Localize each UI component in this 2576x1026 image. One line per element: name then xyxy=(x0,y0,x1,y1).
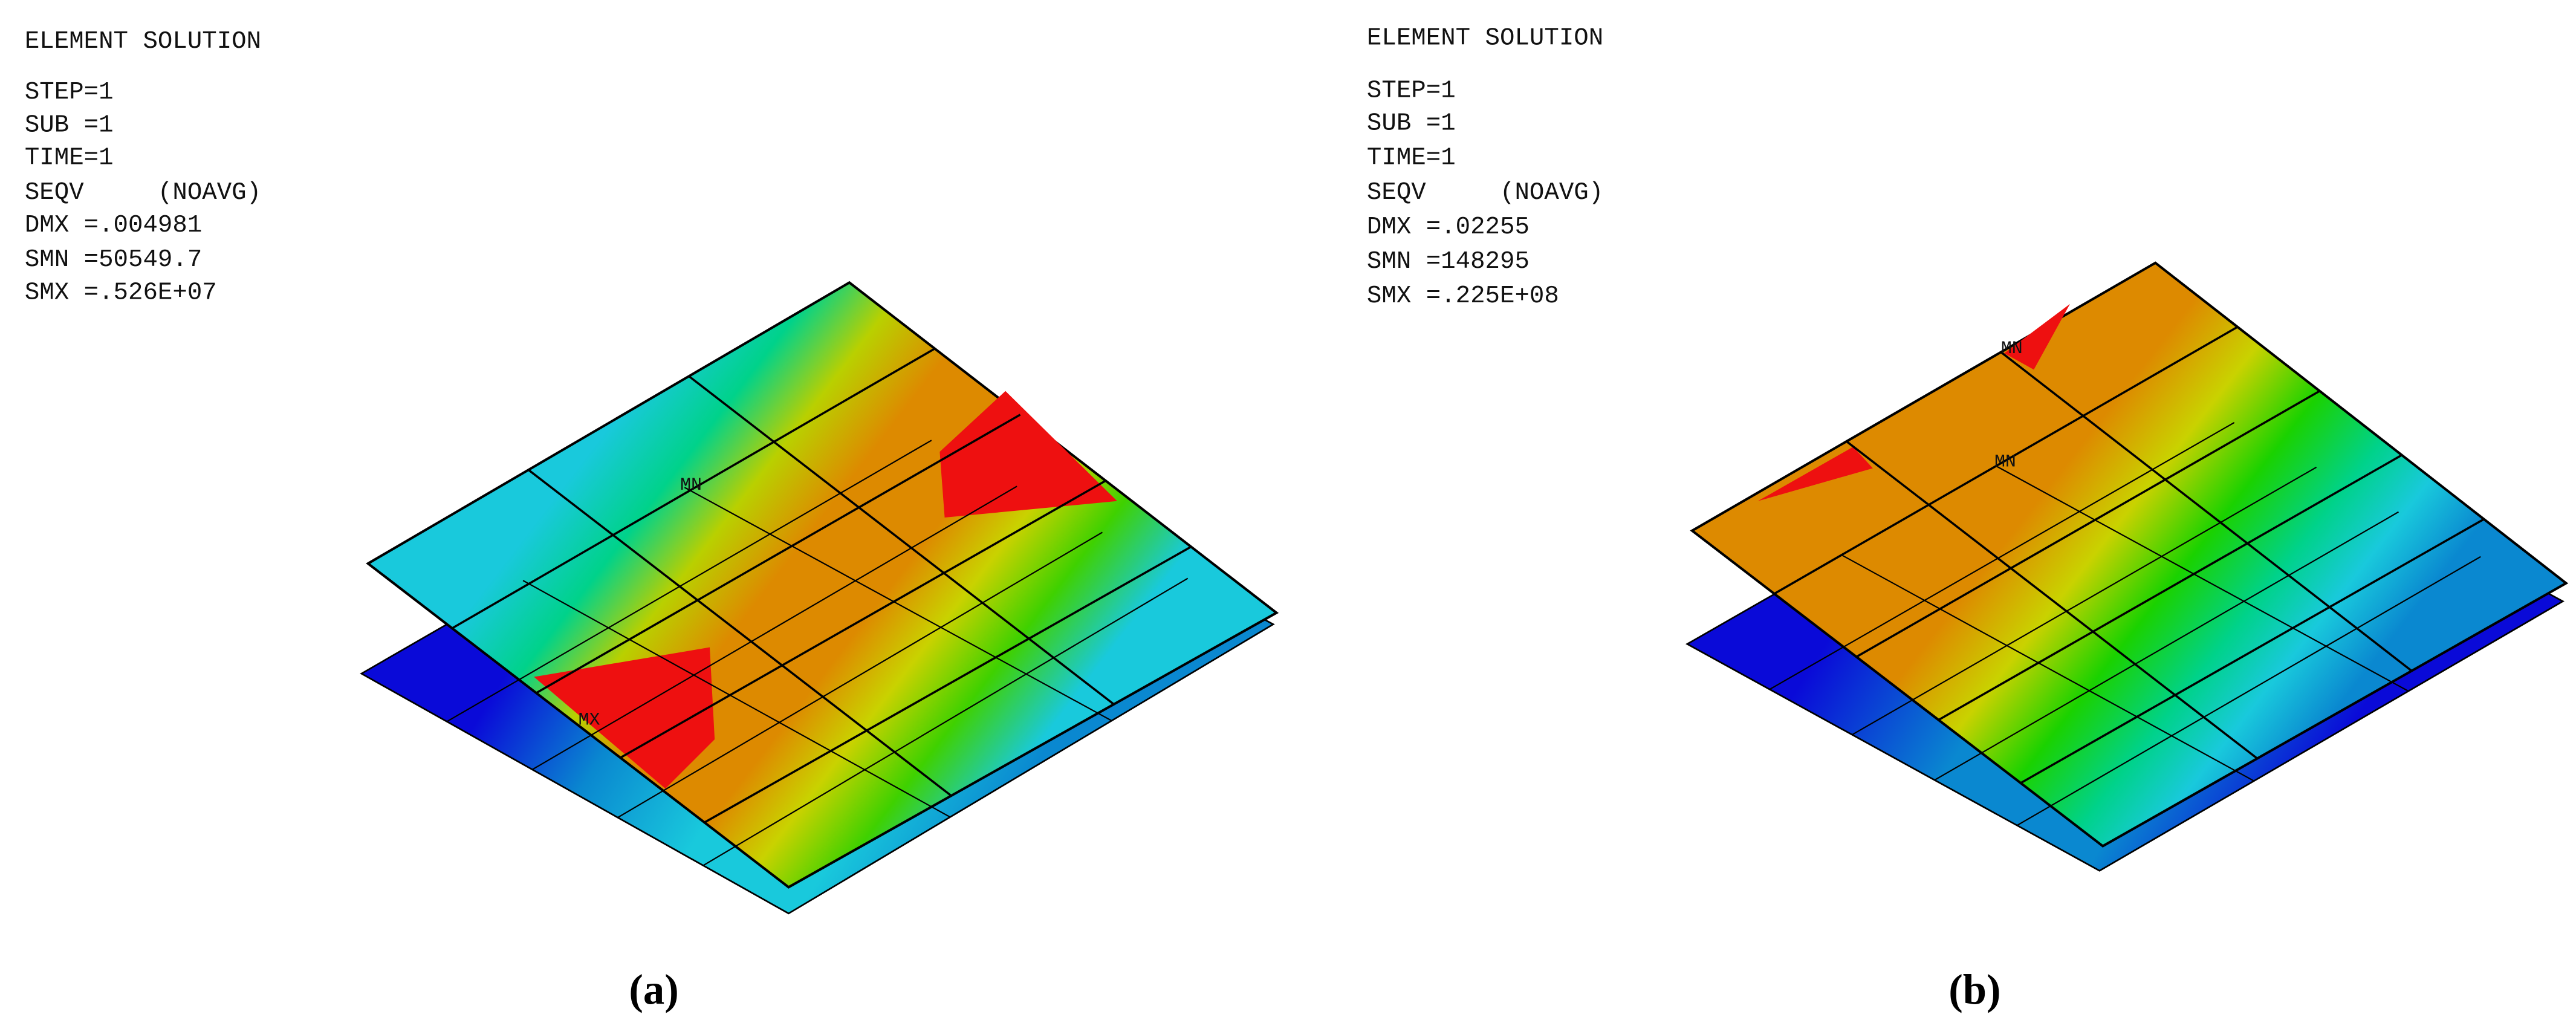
mesh-line xyxy=(702,577,1189,866)
mesh-line xyxy=(1773,326,2239,595)
mesh-line xyxy=(2000,351,2413,672)
upper-plate xyxy=(366,281,1279,889)
info-line: SUB =1 xyxy=(1367,110,1456,138)
panel: ELEMENT SOLUTION STEP=1 SUB =1 TIME=1 SE… xyxy=(25,28,702,1014)
mesh-line xyxy=(1852,466,2317,736)
stress-patch xyxy=(2004,304,2070,370)
info-line: TIME=1 xyxy=(25,144,114,172)
mesh-line xyxy=(684,487,1112,721)
info-line: SMX =.526E+07 xyxy=(25,279,217,307)
mesh-line xyxy=(528,469,952,797)
mesh xyxy=(446,326,2485,866)
caption: (b) xyxy=(1948,966,2000,1013)
stress-patch xyxy=(534,647,715,789)
upper-plate xyxy=(1690,261,2569,848)
mesh-line xyxy=(620,479,1106,759)
node-label: MN xyxy=(680,475,702,495)
mesh-line xyxy=(2016,556,2481,826)
mesh-line xyxy=(1841,554,2254,782)
info-line: SUB =1 xyxy=(25,111,114,139)
title: ELEMENT SOLUTION xyxy=(25,28,261,56)
mesh-line xyxy=(1846,440,2258,759)
caption: (a) xyxy=(629,966,678,1013)
stress-patch xyxy=(939,391,1117,518)
info-line: SMN =50549.7 xyxy=(25,246,202,274)
mesh-line xyxy=(1934,511,2399,781)
mesh-line xyxy=(452,348,936,629)
info-line: SEQV (NOAVG) xyxy=(25,179,261,207)
mesh-line xyxy=(536,414,1021,694)
node-label: MX xyxy=(579,709,600,730)
mesh-line xyxy=(688,375,1115,706)
mesh-line xyxy=(2020,518,2485,784)
info-line: STEP=1 xyxy=(25,79,114,106)
info-line: TIME=1 xyxy=(1367,144,1456,172)
info-line: DMX =.02255 xyxy=(1367,213,1530,241)
mesh-line xyxy=(522,580,951,818)
mesh-line xyxy=(1769,421,2235,690)
info-line: SMN =148295 xyxy=(1367,248,1530,276)
info-line: SMX =.225E+08 xyxy=(1367,282,1559,310)
info-line: SEQV (NOAVG) xyxy=(1367,179,1603,207)
mesh-line xyxy=(1996,466,2409,692)
mesh-line xyxy=(704,545,1192,823)
info-line: DMX =.004981 xyxy=(25,212,202,239)
mesh-line xyxy=(531,485,1017,770)
stress-patch xyxy=(1757,447,1873,501)
mesh-line xyxy=(1855,390,2320,658)
panel: ELEMENT SOLUTION STEP=1 SUB =1 TIME=1 SE… xyxy=(1367,24,2023,1013)
title: ELEMENT SOLUTION xyxy=(1367,24,1603,52)
node-label: MN xyxy=(1994,452,2016,472)
mesh-line xyxy=(446,440,932,722)
info-line: STEP=1 xyxy=(1367,77,1456,105)
mesh-line xyxy=(617,531,1103,819)
mesh-line xyxy=(1938,454,2402,721)
node-label: MN xyxy=(2001,338,2023,359)
